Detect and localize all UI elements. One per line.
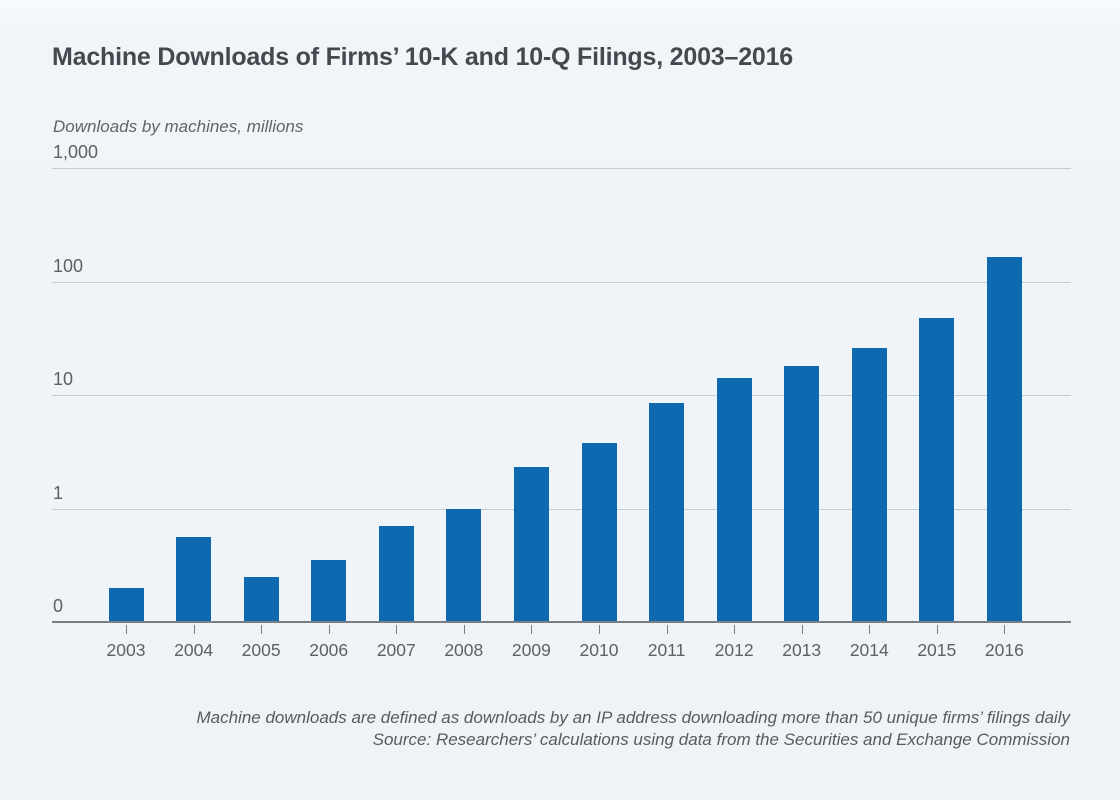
bar-2015 <box>919 317 955 622</box>
bar-2006 <box>311 559 347 622</box>
bar-2012 <box>716 378 752 622</box>
x-tick <box>1004 625 1006 634</box>
x-tick-label: 2003 <box>106 640 146 660</box>
bar-2004 <box>176 536 212 622</box>
y-gridline <box>52 508 1071 510</box>
bar-2003 <box>108 588 144 622</box>
x-tick <box>869 625 871 634</box>
y-tick-label: 0 <box>53 596 64 616</box>
x-tick-label: 2005 <box>241 640 281 660</box>
bar-2007 <box>378 525 414 622</box>
x-tick-label: 2010 <box>579 640 619 660</box>
x-tick-label: 2014 <box>849 640 889 660</box>
x-tick-label: 2004 <box>174 640 214 660</box>
bar-2009 <box>513 467 549 622</box>
x-tick <box>463 625 465 634</box>
footnotes: Machine downloads are defined as downloa… <box>196 707 1070 751</box>
x-tick-label: 2007 <box>376 640 416 660</box>
chart-title: Machine Downloads of Firms’ 10-K and 10-… <box>52 43 794 71</box>
x-axis-line <box>52 621 1071 623</box>
x-tick-label: 2016 <box>984 640 1024 660</box>
x-tick-label: 2011 <box>647 640 686 660</box>
x-tick <box>193 625 195 634</box>
x-tick-label: 2015 <box>917 640 957 660</box>
y-tick-label: 1,000 <box>53 142 99 162</box>
x-tick-label: 2006 <box>309 640 349 660</box>
note-source: Source: Researchers’ calculations using … <box>372 730 1070 749</box>
y-gridline <box>52 395 1071 396</box>
x-tick <box>531 625 533 634</box>
bar-2005 <box>243 576 279 622</box>
bar-2016 <box>986 256 1022 622</box>
bar-2014 <box>851 347 887 622</box>
y-tick-label: 1 <box>53 482 64 503</box>
y-tick-label: 10 <box>53 369 74 389</box>
x-tick-label: 2008 <box>444 640 484 660</box>
x-tick <box>126 625 127 634</box>
x-tick-label: 2012 <box>714 640 754 660</box>
x-tick <box>666 625 668 634</box>
x-tick <box>328 625 330 634</box>
bar-2011 <box>649 403 685 622</box>
x-tick-label: 2009 <box>511 640 551 660</box>
y-axis-title: Downloads by machines, millions <box>53 117 304 136</box>
note-definition: Machine downloads are defined as downloa… <box>196 708 1070 727</box>
y-gridline <box>52 168 1071 169</box>
x-tick <box>599 625 600 634</box>
x-tick-label: 2013 <box>782 640 822 660</box>
y-tick-label: 100 <box>53 255 84 276</box>
bar-2013 <box>784 366 820 622</box>
x-tick <box>801 625 803 634</box>
x-tick <box>261 625 263 634</box>
x-tick <box>734 625 736 634</box>
x-tick <box>396 625 398 634</box>
plot-area: 1,000 100 10 1 0 2003 2004 2005 2006 2007 2008 2009… <box>52 142 1071 660</box>
x-tick <box>936 625 938 634</box>
y-gridline <box>52 281 1071 283</box>
bar-2008 <box>446 508 482 622</box>
bar-2010 <box>581 442 617 622</box>
